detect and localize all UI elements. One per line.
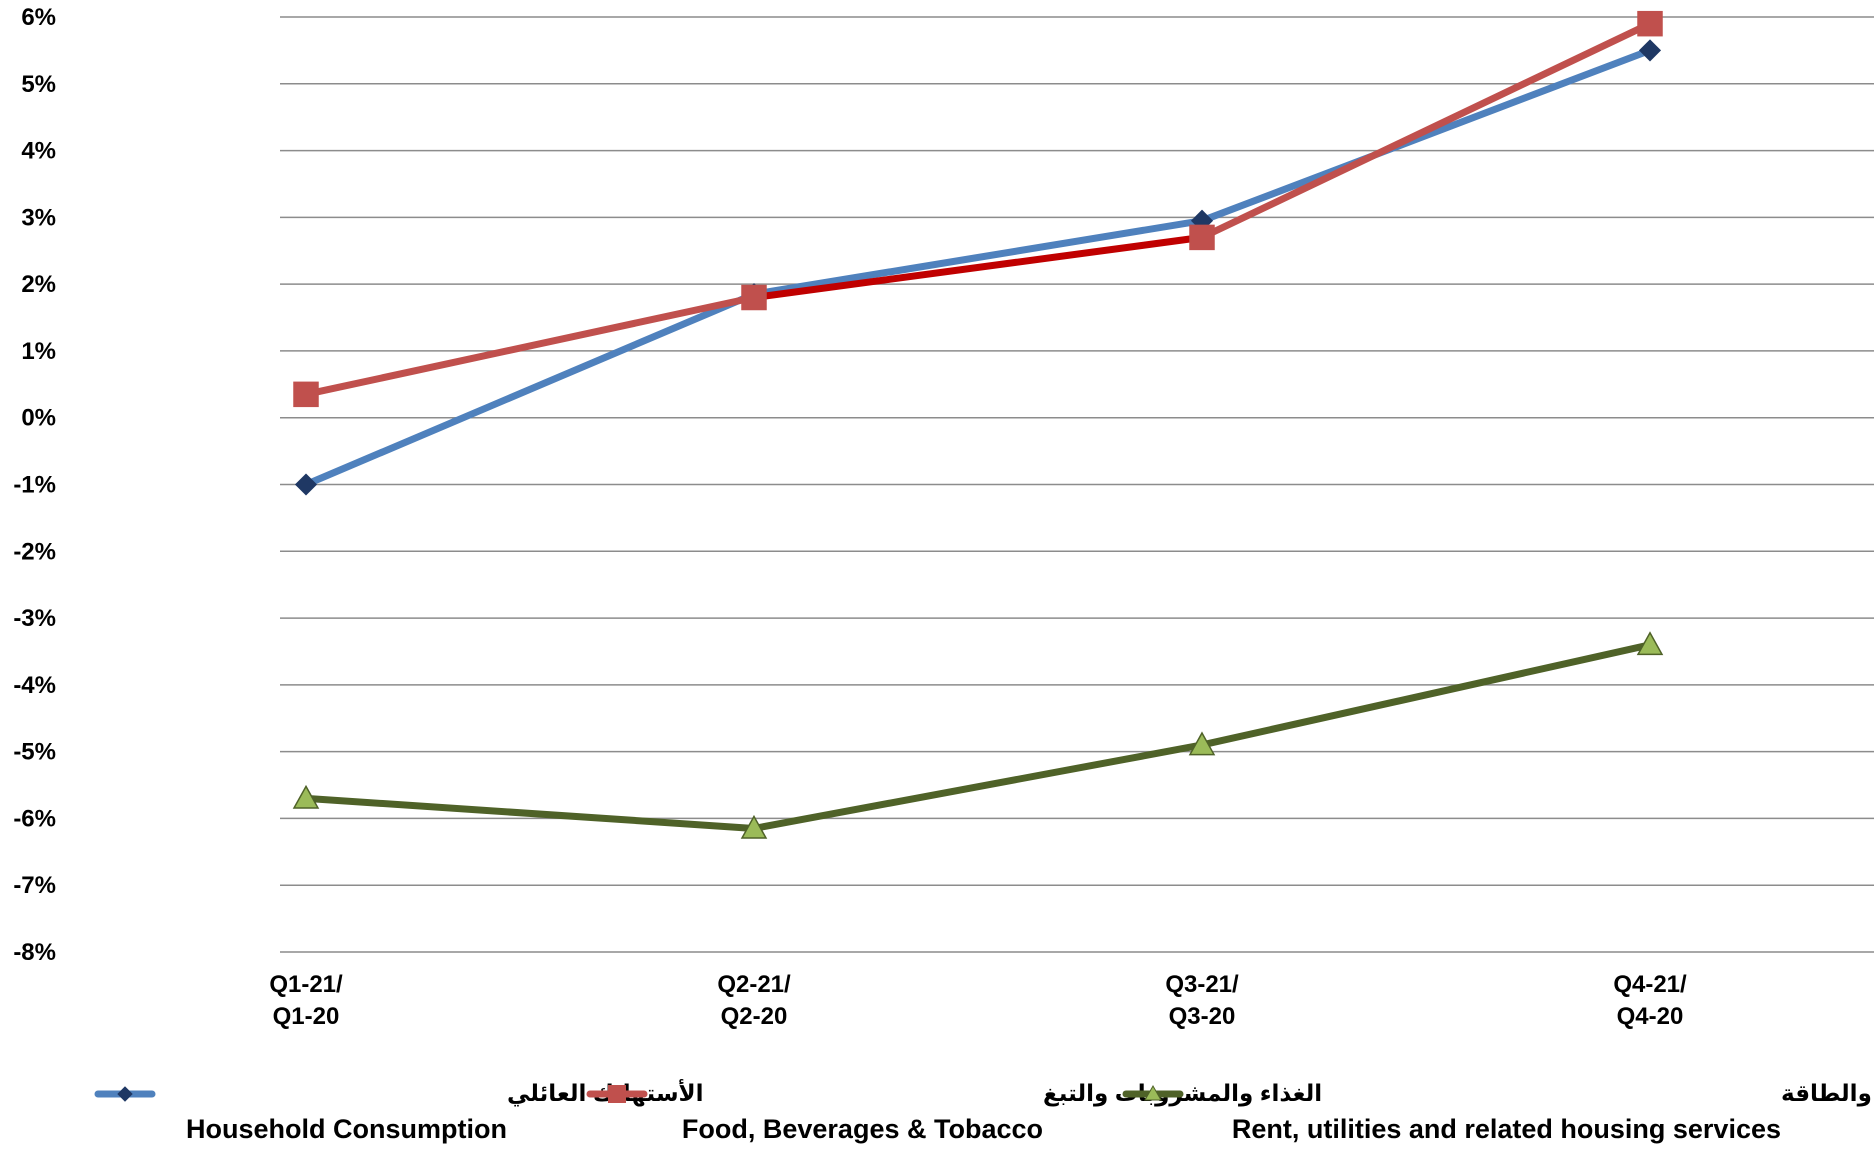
series-3-point [1636, 631, 1664, 656]
legend-2-swatch-marker [608, 1085, 626, 1103]
y-tick-label: -8% [13, 939, 56, 966]
x-axis-tick-labels: Q1-21/Q1-20 Q2-21/Q2-20 Q3-21/Q3-20 Q4-21/Q… [269, 971, 1687, 1030]
series-3-line-segment [302, 794, 758, 832]
x-tick-label-line: Q1-21/ [269, 971, 343, 998]
y-tick-label: -5% [13, 739, 56, 766]
x-tick-label-line: Q4-21/ [1613, 971, 1687, 998]
series-3-line-segment [1198, 641, 1654, 749]
series-1-point [294, 473, 318, 496]
series-lines [302, 20, 1654, 832]
legend-1-label-english: Household Consumption [186, 1114, 507, 1144]
x-tick-label: Q2-21/Q2-20 [717, 971, 791, 1030]
series-markers [292, 10, 1664, 839]
legend-3-label-arabic: الإيجار والوقود والطاقة [1781, 1080, 1874, 1107]
y-tick-label: -3% [13, 605, 56, 632]
series-3-point [1188, 731, 1216, 756]
series-2-line-segment [302, 294, 758, 398]
legend-1-swatch-marker [117, 1086, 133, 1102]
series-2-point [1637, 10, 1663, 37]
y-tick-label: -2% [13, 538, 56, 565]
y-tick-label: 1% [21, 338, 56, 365]
series-1-line-segment [1198, 46, 1654, 225]
y-tick-label: -6% [13, 805, 56, 832]
y-tick-label: 4% [21, 138, 56, 165]
y-tick-label: 6% [21, 4, 56, 31]
x-tick-label: Q4-21/Q4-20 [1613, 971, 1687, 1030]
y-tick-label: -4% [13, 672, 56, 699]
series-2-line-segment [1198, 20, 1654, 241]
series-3-point [292, 784, 320, 809]
series-2-point [1189, 224, 1215, 251]
x-tick-label: Q3-21/Q3-20 [1165, 971, 1239, 1030]
gridlines [280, 16, 1874, 953]
series-1-line-segment [302, 290, 758, 488]
legend-2-label-english: Food, Beverages & Tobacco [682, 1114, 1043, 1144]
x-tick-label: Q1-21/Q1-20 [269, 971, 343, 1030]
y-axis-tick-labels: 6% 5% 4% 3% 2% 1% 0% -1% -2% -3% -4% -5% -6% -7% -8% [13, 4, 56, 966]
y-tick-label: -7% [13, 872, 56, 899]
legend-3-label-english: Rent, utilities and related housing serv… [1232, 1114, 1781, 1144]
x-tick-label-line: Q2-20 [721, 1003, 788, 1030]
series-3-point [740, 814, 768, 839]
y-tick-label: -1% [13, 472, 56, 499]
x-tick-label-line: Q4-20 [1617, 1003, 1684, 1030]
x-tick-label-line: Q3-20 [1169, 1003, 1236, 1030]
series-2-point [741, 284, 767, 311]
x-tick-label-line: Q3-21/ [1165, 971, 1239, 998]
series-2-point [293, 381, 319, 408]
x-tick-label-line: Q2-21/ [717, 971, 791, 998]
y-tick-label: 0% [21, 405, 56, 432]
series-2-line-segment [750, 233, 1206, 301]
series-1-line-segment [750, 217, 1206, 298]
y-tick-label: 5% [21, 71, 56, 98]
y-tick-label: 3% [21, 204, 56, 231]
series-3-line-segment [750, 741, 1206, 832]
y-tick-label: 2% [21, 271, 56, 298]
series-1-point [1638, 39, 1662, 62]
legend-3-swatch-marker [1144, 1084, 1162, 1101]
x-tick-label-line: Q1-20 [273, 1003, 340, 1030]
